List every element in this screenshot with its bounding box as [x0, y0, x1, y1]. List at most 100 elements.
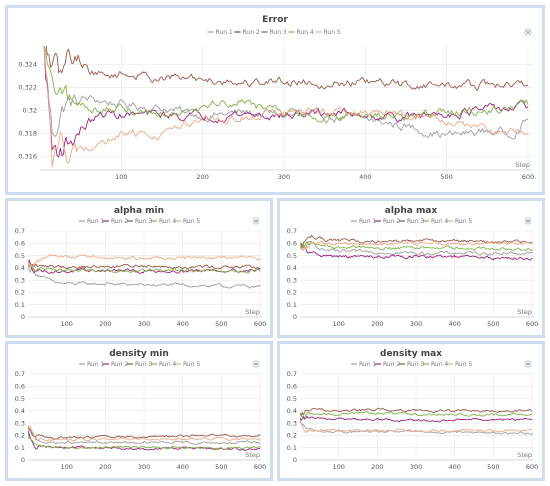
y-tick-label: 0.5 [15, 395, 25, 403]
legend-label: Run 3 [270, 29, 287, 36]
y-tick-label: 0.7 [15, 227, 25, 235]
density-min-title: density min [109, 349, 169, 359]
x-tick-label: 200 [371, 320, 383, 328]
series-line-run-1 [28, 262, 261, 289]
series-line-run-1 [300, 420, 533, 435]
y-tick-label: 0.3 [15, 419, 25, 427]
legend-label: Run 5 [183, 361, 200, 368]
series-line-run-2 [43, 46, 529, 158]
legend-item-run-1[interactable]: Run 1 [351, 361, 376, 368]
x-tick-label: 100 [60, 463, 72, 471]
legend-label: Run 5 [183, 218, 200, 225]
x-tick-label: 200 [99, 320, 111, 328]
x-tick-label: 100 [332, 320, 344, 328]
legend-item-run-3[interactable]: Run 3 [399, 361, 424, 368]
x-tick-label: 200 [99, 463, 111, 471]
legend-label: Run 3 [407, 218, 424, 225]
legend-item-run-5[interactable]: Run 5 [447, 361, 472, 368]
legend-item-run-4[interactable]: Run 4 [151, 361, 176, 368]
x-tick-label: 400 [176, 463, 188, 471]
legend-label: Run 4 [159, 361, 176, 368]
y-tick-label: 0.2 [15, 432, 25, 440]
x-axis-label: Step [515, 161, 530, 169]
legend-item-run-4[interactable]: Run 4 [423, 218, 448, 225]
alpha-min-menu-icon[interactable] [252, 217, 260, 225]
x-tick-label: 500 [440, 173, 452, 181]
x-tick-label: 200 [371, 463, 383, 471]
legend-item-run-1[interactable]: Run 1 [79, 218, 104, 225]
legend-label: Run 1 [359, 218, 376, 225]
y-tick-label: 0 [21, 313, 25, 321]
y-tick-label: 0.1 [15, 301, 25, 309]
legend-item-run-2[interactable]: Run 2 [234, 29, 260, 36]
series-line-run-3 [28, 425, 261, 440]
y-tick-label: 0.5 [287, 395, 297, 403]
legend-item-run-3[interactable]: Run 3 [261, 29, 287, 36]
legend-label: Run 5 [455, 361, 472, 368]
series-line-run-1 [28, 427, 261, 446]
panel-error: Error Run 1 Run 2 Run 3 Run 4 Run 5 0.316 0.318… [5, 5, 545, 195]
chart-error: Error Run 1 Run 2 Run 3 Run 4 Run 5 0.316 0.318… [18, 15, 534, 181]
density-max-menu-icon[interactable] [524, 360, 532, 368]
alpha-max-menu-icon[interactable] [524, 217, 532, 225]
series-line-run-5 [28, 253, 261, 268]
y-tick-label: 0.3 [287, 419, 297, 427]
legend-item-run-5[interactable]: Run 5 [175, 361, 200, 368]
x-tick-label: 600 [526, 463, 538, 471]
y-tick-label: 0.5 [15, 252, 25, 260]
legend-item-run-3[interactable]: Run 3 [127, 218, 152, 225]
error-menu-icon[interactable] [524, 28, 532, 36]
legend-item-run-4[interactable]: Run 4 [151, 218, 176, 225]
series-line-run-1 [43, 46, 528, 140]
series-line-run-3 [45, 46, 529, 91]
x-tick-label: 500 [487, 463, 499, 471]
density-max-title: density max [380, 349, 442, 359]
legend-item-run-3[interactable]: Run 3 [399, 218, 424, 225]
y-tick-label: 0.318 [18, 129, 37, 137]
x-tick-label: 600 [522, 173, 534, 181]
x-axis-label: Step [517, 308, 532, 316]
y-tick-label: 0.3 [287, 276, 297, 284]
panel-alpha-max: alpha max Run 1 Run 2 Run 3 Run 4 Run 5 0 0.1 0.… [277, 198, 545, 338]
x-axis-label: Step [245, 451, 260, 459]
legend-item-run-2[interactable]: Run 2 [375, 218, 400, 225]
y-tick-label: 0.1 [15, 444, 25, 452]
x-tick-label: 500 [215, 320, 227, 328]
series-line-run-5 [28, 426, 261, 442]
density-min-menu-icon[interactable] [252, 360, 260, 368]
series-line-run-4 [300, 411, 533, 419]
legend-label: Run 1 [359, 361, 376, 368]
legend-item-run-1[interactable]: Run 1 [79, 361, 104, 368]
y-tick-label: 0.32 [23, 106, 37, 114]
chart-density-max: density max Run 1 Run 2 Run 3 Run 4 Run 5 0 0.1… [287, 349, 539, 471]
legend-item-run-5[interactable]: Run 5 [175, 218, 200, 225]
legend-item-run-3[interactable]: Run 3 [127, 361, 152, 368]
legend-label: Run 2 [111, 361, 128, 368]
legend-label: Run 1 [87, 361, 104, 368]
x-tick-label: 600 [254, 320, 266, 328]
series-line-run-2 [300, 246, 533, 261]
legend-item-run-2[interactable]: Run 2 [375, 361, 400, 368]
y-tick-label: 0.6 [15, 382, 25, 390]
legend-item-run-1[interactable]: Run 1 [207, 29, 233, 36]
y-tick-label: 0.7 [15, 370, 25, 378]
series-line-run-3 [28, 262, 261, 270]
legend-item-run-4[interactable]: Run 4 [288, 29, 314, 36]
legend-item-run-4[interactable]: Run 4 [423, 361, 448, 368]
legend-label: Run 1 [87, 218, 104, 225]
y-tick-label: 0.4 [15, 264, 25, 272]
legend-item-run-2[interactable]: Run 2 [103, 361, 128, 368]
y-tick-label: 0 [21, 456, 25, 464]
legend-item-run-1[interactable]: Run 1 [351, 218, 376, 225]
legend-label: Run 4 [297, 29, 314, 36]
x-tick-label: 600 [526, 320, 538, 328]
series-line-run-2 [300, 415, 533, 423]
y-tick-label: 0.1 [287, 301, 297, 309]
legend-item-run-2[interactable]: Run 2 [103, 218, 128, 225]
legend-item-run-5[interactable]: Run 5 [447, 218, 472, 225]
panel-density-max: density max Run 1 Run 2 Run 3 Run 4 Run 5 0 0.1… [277, 341, 545, 481]
y-tick-label: 0.7 [287, 227, 297, 235]
panel-alpha-min: alpha min Run 1 Run 2 Run 3 Run 4 Run 5 0 0.1 0.… [5, 198, 273, 338]
series-line-run-4 [28, 263, 261, 274]
legend-item-run-5[interactable]: Run 5 [315, 29, 341, 36]
